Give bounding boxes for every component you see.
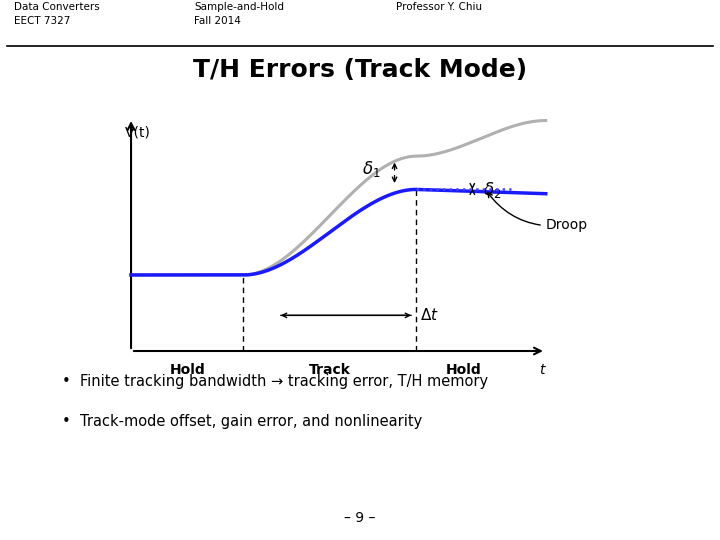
Text: Track: Track — [309, 363, 351, 377]
Text: t: t — [539, 363, 544, 377]
Text: •  Track-mode offset, gain error, and nonlinearity: • Track-mode offset, gain error, and non… — [62, 415, 422, 429]
Text: $\delta_2$: $\delta_2$ — [483, 180, 502, 200]
Text: $\delta_1$: $\delta_1$ — [361, 159, 380, 179]
Text: Professor Y. Chiu: Professor Y. Chiu — [396, 2, 482, 12]
Text: Droop: Droop — [488, 193, 588, 232]
Text: T/H Errors (Track Mode): T/H Errors (Track Mode) — [193, 58, 527, 83]
Text: – 9 –: – 9 – — [344, 511, 376, 525]
Text: Data Converters
EECT 7327: Data Converters EECT 7327 — [14, 2, 100, 25]
Text: •  Finite tracking bandwidth → tracking error, T/H memory: • Finite tracking bandwidth → tracking e… — [62, 374, 488, 389]
Text: V(t): V(t) — [125, 125, 150, 139]
Text: Hold: Hold — [446, 363, 482, 377]
Text: Hold: Hold — [169, 363, 205, 377]
Text: $\Delta t$: $\Delta t$ — [420, 307, 439, 323]
Text: Sample-and-Hold
Fall 2014: Sample-and-Hold Fall 2014 — [194, 2, 284, 25]
